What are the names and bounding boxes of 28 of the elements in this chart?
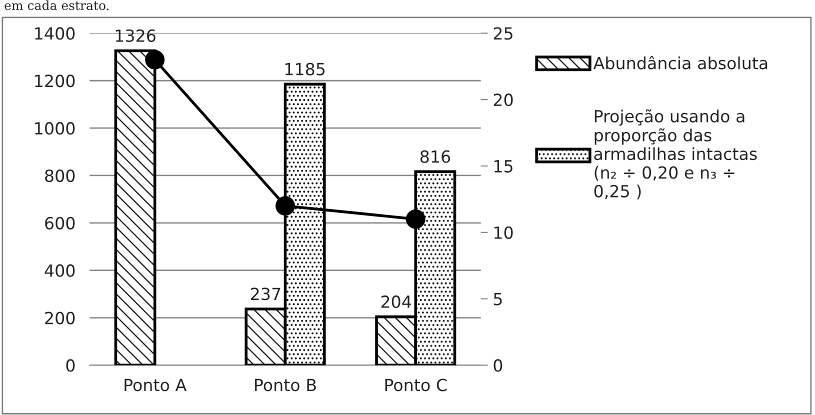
y2-tick-label: 25 [494,27,512,40]
y-tick-label: 0 [66,359,75,372]
data-label: 1185 [285,62,325,76]
legend-label: Projeção usando a proporção das armadilhas intactas (n₂ ÷ 0,20 e n₃ ÷ 0,25 ) [594,109,757,200]
point [276,196,295,216]
point [145,50,165,70]
y2-tick-label: 5 [494,292,502,306]
y-tick-label: 1400 [35,27,75,40]
x-tick-label: Ponto B [255,378,316,392]
data-label: 237 [251,288,280,300]
y2-tick-label: 20 [494,94,513,106]
y2-tick-label: 10 [494,226,513,239]
y-tick-label: 800 [45,169,75,182]
x-tick-label: Ponto C [385,378,447,392]
y-tick-label: 200 [45,312,75,324]
text: em cada estrato. [4,0,109,10]
y-tick-label: 400 [44,264,75,277]
data-label: 1326 [116,29,156,42]
legend-label: Abundância absoluta [593,56,768,70]
point [406,209,426,229]
y2-tick-label: 15 [494,160,512,173]
data-label: 816 [420,150,450,163]
y2-tick-label: 0 [494,359,502,372]
y-tick-label: 1200 [35,74,75,88]
y-tick-label: 600 [45,216,75,230]
y-tick-label: 1000 [35,122,75,135]
data-label: 204 [381,295,412,308]
x-tick-label: Ponto A [124,378,187,392]
